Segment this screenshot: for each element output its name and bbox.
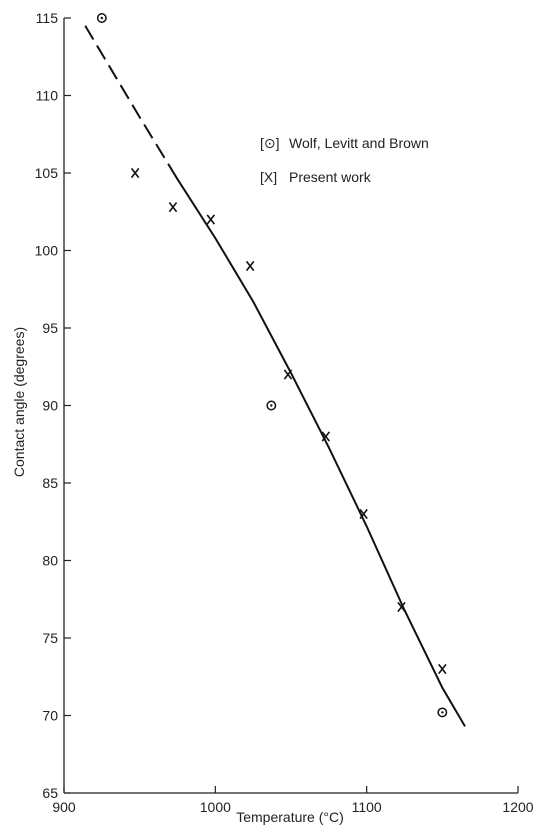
point-present-work <box>438 663 447 675</box>
legend-mark-wolf: [⊙] <box>260 135 280 151</box>
y-tick-label: 85 <box>42 475 58 491</box>
y-tick-label: 100 <box>35 243 59 259</box>
y-axis-label: Contact angle (degrees) <box>11 327 27 477</box>
y-tick-label: 115 <box>36 10 59 26</box>
x-tick-label: 1100 <box>352 799 382 815</box>
point-present-work <box>168 202 178 213</box>
y-tick-label: 105 <box>35 165 59 181</box>
y-tick-label: 90 <box>42 398 58 414</box>
point-wolf-levitt-brown <box>266 400 277 411</box>
point-present-work <box>397 601 406 613</box>
y-axis-ticks: 65 70 75 80 85 90 95 100 105 110 115 <box>35 10 71 801</box>
point-wolf-levitt-brown <box>96 13 107 23</box>
legend-mark-present: [X] <box>260 169 277 185</box>
x-tick-label: 1200 <box>502 799 533 815</box>
point-present-work <box>130 167 140 179</box>
point-present-work <box>321 431 331 442</box>
y-tick-label: 75 <box>42 630 58 646</box>
point-present-work <box>359 508 368 520</box>
x-axis-ticks: 900 1000 1100 1200 <box>52 786 534 815</box>
y-tick-label: 65 <box>42 785 58 801</box>
legend: [⊙] Wolf, Levitt and Brown [X] Present w… <box>260 135 429 185</box>
x-tick-label: 1000 <box>200 799 231 815</box>
point-present-work <box>283 369 293 380</box>
fit-line-group <box>84 25 466 727</box>
x-tick-label: 900 <box>52 799 76 815</box>
x-axis-label: Temperature (°C) <box>236 809 344 825</box>
legend-entry-wolf: Wolf, Levitt and Brown <box>289 135 429 151</box>
fit-line-solid <box>172 171 466 727</box>
point-present-work <box>206 214 216 225</box>
fit-line-dashed <box>84 25 174 173</box>
data-points <box>96 13 448 718</box>
y-tick-label: 110 <box>36 88 59 104</box>
y-tick-label: 95 <box>42 320 58 336</box>
point-present-work <box>245 260 255 272</box>
legend-entry-present: Present work <box>289 169 372 185</box>
point-wolf-levitt-brown <box>437 707 448 718</box>
y-tick-label: 70 <box>42 708 58 724</box>
y-tick-label: 80 <box>42 553 58 569</box>
